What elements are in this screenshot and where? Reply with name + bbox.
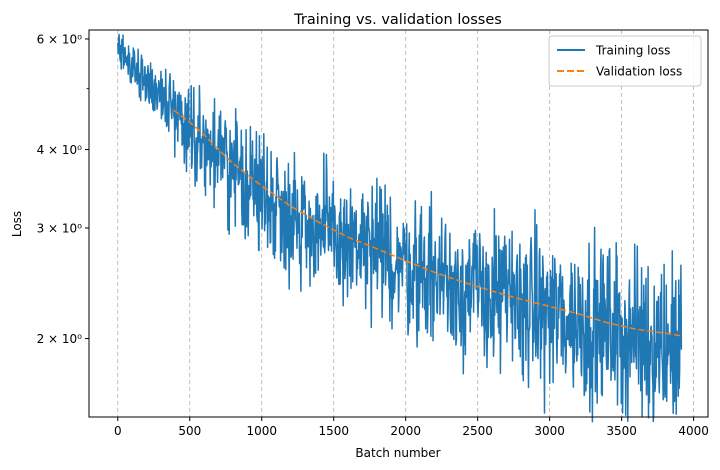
- y-tick-label: 6 × 10⁰: [37, 32, 83, 46]
- x-tick-label: 2000: [390, 424, 421, 438]
- x-tick-label: 500: [178, 424, 201, 438]
- y-axis: 6 × 10⁰ 4 × 10⁰ 3 × 10⁰ 2 × 10⁰: [37, 32, 89, 346]
- x-tick-label: 1500: [318, 424, 349, 438]
- legend-label-training-loss: Training loss: [595, 44, 670, 58]
- y-tick-label: 3 × 10⁰: [37, 221, 83, 235]
- training-loss-line: [117, 33, 683, 423]
- legend-box: [548, 35, 702, 87]
- x-tick-label: 2500: [462, 424, 493, 438]
- x-tick-label: 3500: [606, 424, 637, 438]
- y-tick-label: 4 × 10⁰: [37, 143, 83, 157]
- axes-frame: [88, 29, 709, 418]
- x-tick-label: 3000: [534, 424, 565, 438]
- y-axis-label: Loss: [10, 211, 24, 237]
- plot-area: [117, 33, 683, 423]
- x-tick-label: 1000: [246, 424, 277, 438]
- chart-title: Training vs. validation losses: [293, 12, 502, 28]
- legend: Training loss Validation loss: [548, 35, 702, 87]
- y-tick-label: 2 × 10⁰: [37, 332, 83, 346]
- legend-label-validation-loss: Validation loss: [596, 65, 682, 79]
- x-tick-label: 4000: [678, 424, 709, 438]
- validation-loss-line: [173, 109, 682, 337]
- x-tick-label: 0: [114, 424, 122, 438]
- x-axis-label: Batch number: [355, 446, 440, 460]
- x-axis: 0 500 1000 1500 2000 2500 3000 3500 4000: [114, 417, 709, 438]
